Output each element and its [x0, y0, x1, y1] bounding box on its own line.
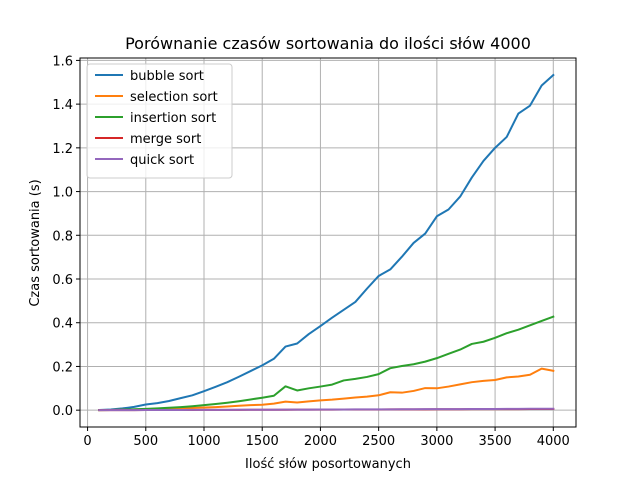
legend-box: [86, 63, 233, 179]
y-tick-label: 0.6: [52, 273, 73, 288]
x-tick-label: 500: [133, 434, 158, 449]
x-tick-label: 2000: [304, 434, 337, 449]
x-tick-label: 4000: [537, 434, 570, 449]
x-tick-label: 3000: [420, 434, 453, 449]
legend-label: merge sort: [130, 132, 201, 147]
plot-frame: [79, 57, 577, 428]
y-tick-label: 0.2: [52, 360, 73, 375]
y-tick-label: 1.4: [52, 98, 73, 113]
x-tick-label: 3500: [479, 434, 512, 449]
legend-label: selection sort: [130, 90, 218, 105]
legend: bubble sort selection sort insertion sort m…: [86, 63, 233, 179]
bubble-sort-line: [98, 73, 555, 411]
x-tick-label: 2500: [362, 434, 395, 449]
insertion-sort-line: [98, 315, 555, 412]
plot-series: [98, 73, 555, 412]
y-tick-label: 0.4: [52, 317, 73, 332]
axis-ticks: 0 500 1000 1500 2000 2500 3000 3500 4000 0.0 0.2 0.…: [52, 54, 570, 449]
y-tick-label: 0.8: [52, 229, 73, 244]
y-tick-label: 1.2: [52, 142, 73, 157]
chart-title: Porównanie czasów sortowania do ilości s…: [125, 34, 531, 53]
quick-sort-line: [98, 407, 555, 412]
y-tick-label: 1.6: [52, 54, 73, 69]
y-tick-label: 0.0: [52, 404, 73, 419]
legend-label: bubble sort: [130, 69, 204, 84]
selection-sort-line: [98, 367, 555, 412]
x-tick-label: 0: [83, 434, 91, 449]
x-axis-title: Ilość słów posortowanych: [245, 457, 411, 472]
x-tick-label: 1500: [246, 434, 279, 449]
x-tick-label: 1000: [187, 434, 220, 449]
legend-label: quick sort: [130, 153, 194, 168]
y-axis-title: Czas sortowania (s): [28, 179, 43, 306]
legend-label: insertion sort: [130, 111, 216, 126]
y-tick-label: 1.0: [52, 186, 73, 201]
